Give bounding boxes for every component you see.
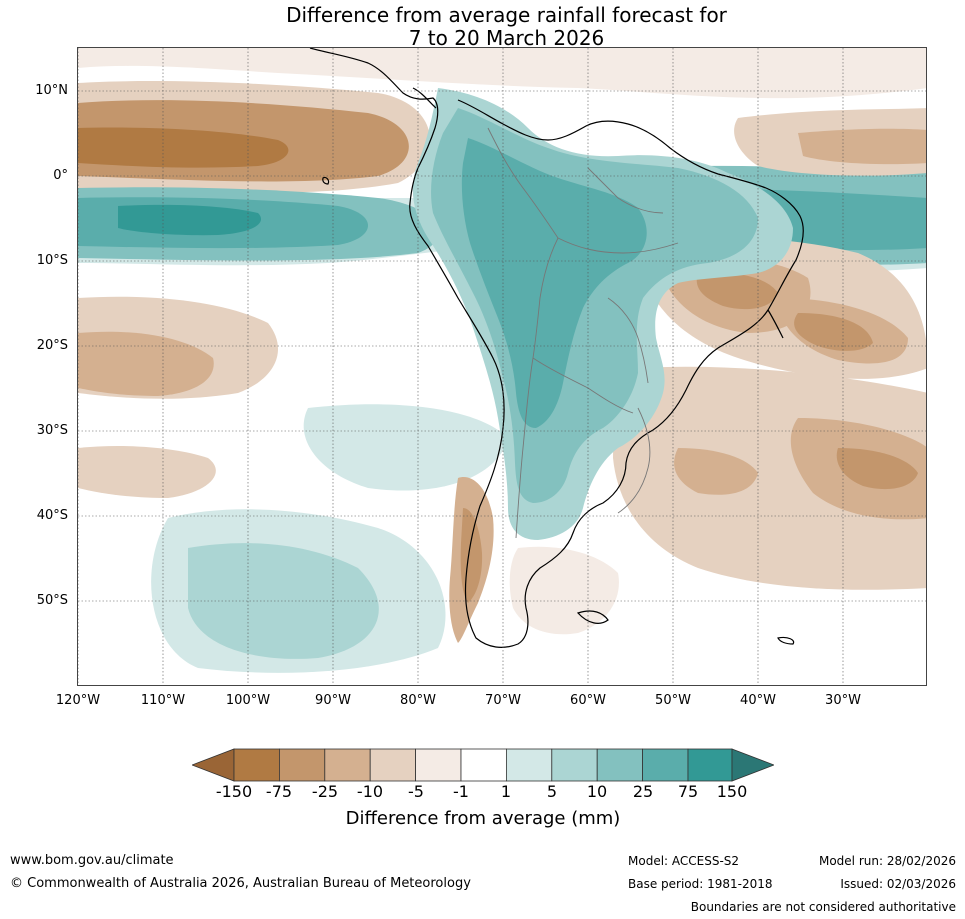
lon-label-90w: 90°W xyxy=(315,693,351,708)
boundaries-disclaimer: Boundaries are not considered authoritat… xyxy=(690,900,956,914)
colorbar-segment xyxy=(415,748,462,782)
map-title: Difference from average rainfall forecas… xyxy=(0,4,965,50)
colorbar-high-extension xyxy=(731,748,774,782)
lon-label-60w: 60°W xyxy=(570,693,606,708)
colorbar-segment xyxy=(233,748,280,782)
colorbar-tick: 5 xyxy=(546,782,558,801)
colorbar-segment xyxy=(369,748,416,782)
lat-label-0: 0° xyxy=(53,168,68,183)
lon-label-40w: 40°W xyxy=(740,693,776,708)
lat-label-20s: 20°S xyxy=(36,338,68,353)
colorbar-tick: -10 xyxy=(356,782,384,801)
title-line-1: Difference from average rainfall forecas… xyxy=(286,3,727,27)
model-run: Model run: 28/02/2026 xyxy=(818,854,956,868)
colorbar-segment xyxy=(460,748,507,782)
colorbar-tick: -5 xyxy=(408,782,424,801)
colorbar-tick: 75 xyxy=(677,782,699,801)
colorbar-tick: -150 xyxy=(215,782,253,801)
colorbar-tick: 25 xyxy=(632,782,654,801)
copyright-text: © Commonwealth of Australia 2026, Austra… xyxy=(10,876,471,891)
lon-label-110w: 110°W xyxy=(140,693,186,708)
model-name: Model: ACCESS-S2 xyxy=(628,854,740,868)
country-boundaries xyxy=(487,127,679,539)
lat-label-10s: 10°S xyxy=(36,253,68,268)
lat-label-40s: 40°S xyxy=(36,508,68,523)
lon-label-100w: 100°W xyxy=(225,693,271,708)
lat-label-10n: 10°N xyxy=(35,83,68,98)
colorbar-segment xyxy=(279,748,326,782)
lon-label-120w: 120°W xyxy=(55,693,101,708)
rainfall-anomaly-map xyxy=(77,47,927,686)
anomaly-shading xyxy=(78,48,926,673)
map-canvas xyxy=(78,48,926,685)
coastlines xyxy=(309,48,804,648)
colorbar-segment xyxy=(596,748,644,782)
lat-label-30s: 30°S xyxy=(36,423,68,438)
lon-label-70w: 70°W xyxy=(485,693,521,708)
colorbar-tick: 10 xyxy=(586,782,608,801)
colorbar-segment xyxy=(324,748,371,782)
colorbar-tick: 1 xyxy=(500,782,512,801)
colorbar-segment xyxy=(687,748,733,782)
colorbar-low-extension xyxy=(192,748,235,782)
colorbar-segment xyxy=(505,748,553,782)
graticule xyxy=(78,48,926,685)
colorbar-tick: -25 xyxy=(311,782,339,801)
colorbar-tick: 150 xyxy=(716,782,748,801)
title-line-2: 7 to 20 March 2026 xyxy=(408,26,605,50)
website-link[interactable]: www.bom.gov.au/climate xyxy=(10,853,174,868)
colorbar-tick: -75 xyxy=(265,782,293,801)
lat-label-50s: 50°S xyxy=(36,593,68,608)
lon-label-80w: 80°W xyxy=(400,693,436,708)
colorbar-segment xyxy=(551,748,598,782)
lon-label-30w: 30°W xyxy=(825,693,861,708)
colorbar-segment xyxy=(642,748,689,782)
colorbar-title: Difference from average (mm) xyxy=(345,808,621,829)
colorbar-tick: -1 xyxy=(453,782,469,801)
issued-date: Issued: 02/03/2026 xyxy=(840,877,956,891)
colorbar xyxy=(192,748,774,782)
base-period: Base period: 1981-2018 xyxy=(628,877,773,891)
lon-label-50w: 50°W xyxy=(655,693,691,708)
